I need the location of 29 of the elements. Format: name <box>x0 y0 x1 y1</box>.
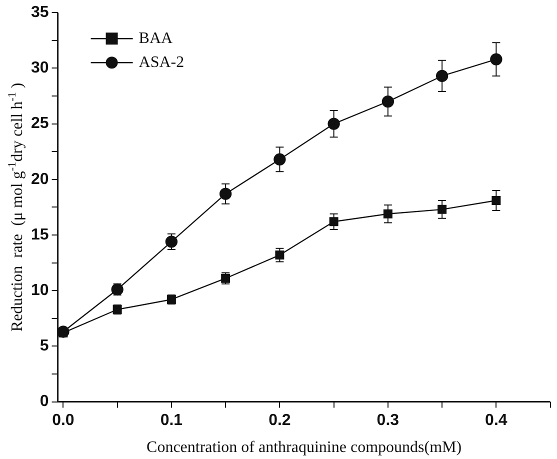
y-tick-label: 0 <box>40 393 49 410</box>
x-tick-label: 0.0 <box>52 412 74 429</box>
y-tick-label: 5 <box>40 338 49 355</box>
x-tick-label: 0.3 <box>376 412 400 429</box>
point <box>438 204 447 214</box>
y-tick-label: 15 <box>31 226 49 244</box>
point <box>165 236 178 248</box>
point <box>219 188 232 200</box>
x-tick-label: 0.1 <box>160 412 183 429</box>
point <box>492 196 501 206</box>
y-tick-label: 30 <box>31 60 49 77</box>
x-tick-label: 0.2 <box>268 412 291 429</box>
y-tick-label: 20 <box>31 170 49 188</box>
point <box>328 118 340 130</box>
legend-label: BAA <box>138 30 174 47</box>
point <box>275 250 284 260</box>
point <box>383 209 392 218</box>
y-tick-label: 35 <box>31 4 49 22</box>
legend-label: ASA-2 <box>138 54 184 71</box>
point <box>436 70 448 82</box>
point <box>329 217 338 226</box>
y-axis-title: Reduction rate (μ mol g-1dry cell h-1 ) <box>6 82 26 332</box>
point <box>274 153 286 166</box>
y-tick-label: 25 <box>31 115 49 132</box>
x-axis-title: Concentration of anthraquinine compounds(mM) <box>146 439 462 456</box>
x-tick-label: 0.4 <box>485 412 508 429</box>
point <box>382 95 394 108</box>
point <box>490 53 502 66</box>
y-tick-label: 10 <box>31 282 49 300</box>
